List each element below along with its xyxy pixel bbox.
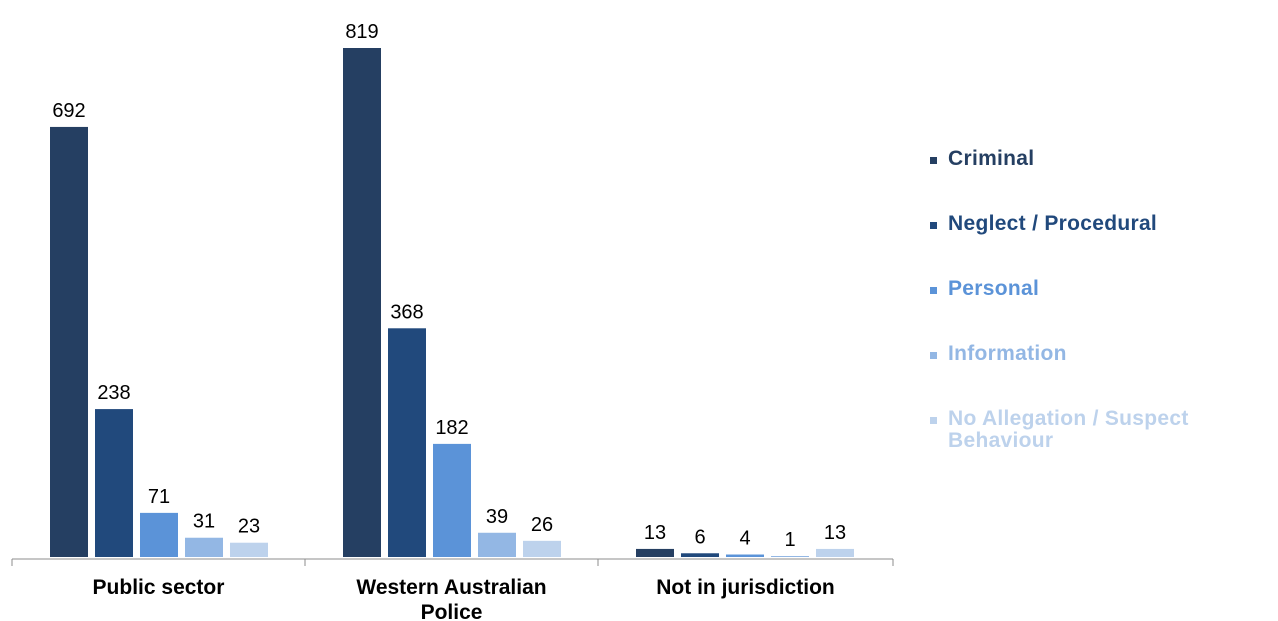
bar (478, 532, 516, 557)
bar (523, 540, 561, 557)
legend-label: Neglect / Procedural (948, 212, 1158, 235)
bar (230, 542, 268, 557)
data-label: 23 (238, 516, 260, 538)
legend-swatch (930, 417, 937, 424)
data-label: 13 (824, 522, 846, 544)
data-label: 31 (193, 511, 215, 533)
data-label: 1 (784, 529, 795, 551)
data-label: 819 (345, 21, 378, 43)
category-label: Public sector (93, 576, 225, 599)
legend-label: Information (948, 342, 1067, 365)
bar (95, 409, 133, 557)
legend-label: No Allegation / Suspect Behaviour (948, 407, 1189, 452)
bar (816, 548, 854, 557)
data-label: 13 (644, 522, 666, 544)
legend-item: No Allegation / Suspect Behaviour (928, 408, 1189, 452)
data-label: 238 (97, 382, 130, 404)
legend-item: Information (928, 343, 1067, 365)
legend-item: Criminal (928, 148, 1034, 170)
legend-item: Neglect / Procedural (928, 213, 1157, 235)
bar (185, 537, 223, 557)
data-label: 182 (435, 417, 468, 439)
bar (388, 328, 426, 557)
legend-label: Criminal (948, 147, 1035, 170)
legend-swatch (930, 157, 937, 164)
bar (50, 126, 88, 557)
data-label: 39 (486, 506, 508, 528)
bar (140, 512, 178, 557)
bar (636, 548, 674, 557)
legend-swatch (930, 222, 937, 229)
bar (681, 553, 719, 557)
bar-chart: 692 819 13 238 368 6 71 182 4 31 39 1 23 26 13 Public … (11, 21, 894, 621)
legend-item: Personal (928, 278, 1039, 300)
data-label: 4 (739, 528, 750, 550)
data-label: 368 (390, 301, 423, 323)
data-label: 71 (148, 486, 170, 508)
legend-swatch (930, 352, 937, 359)
category-label: Not in jurisdiction (656, 576, 835, 599)
bar (343, 48, 381, 557)
legend-swatch (930, 287, 937, 294)
category-label: Western Australian Police (356, 576, 546, 621)
data-label: 6 (694, 526, 705, 548)
data-label: 692 (52, 100, 85, 122)
bar (771, 556, 809, 557)
bar (726, 554, 764, 557)
data-label: 26 (531, 514, 553, 536)
legend-label: Personal (948, 277, 1040, 300)
bar (433, 443, 471, 557)
